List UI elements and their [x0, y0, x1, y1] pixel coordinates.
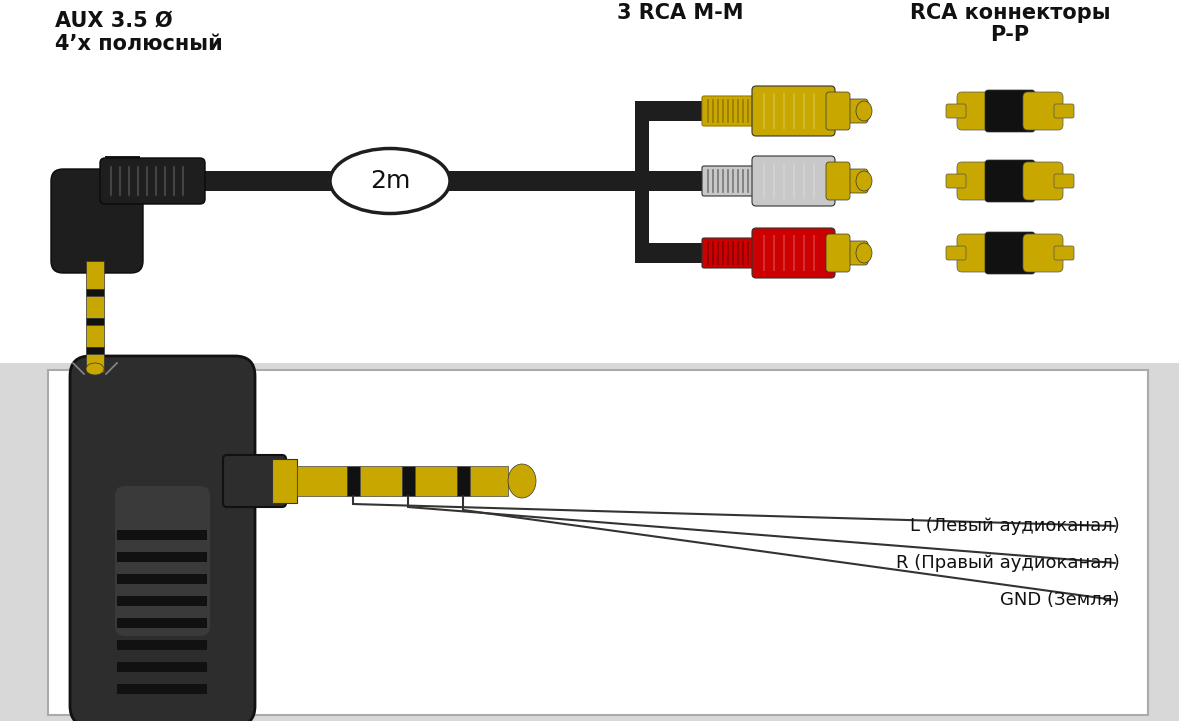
- Bar: [402, 466, 415, 496]
- Bar: [457, 466, 470, 496]
- FancyBboxPatch shape: [946, 246, 966, 260]
- FancyBboxPatch shape: [826, 92, 850, 130]
- FancyBboxPatch shape: [842, 99, 868, 123]
- Text: R (Правый аудиоканал): R (Правый аудиоканал): [896, 554, 1120, 572]
- FancyBboxPatch shape: [984, 160, 1035, 202]
- Ellipse shape: [86, 363, 104, 375]
- Text: Р-Р: Р-Р: [990, 25, 1029, 45]
- FancyBboxPatch shape: [984, 232, 1035, 274]
- Bar: [117, 552, 208, 562]
- Bar: [117, 640, 208, 650]
- Bar: [117, 662, 208, 672]
- Ellipse shape: [856, 171, 872, 191]
- Bar: [117, 574, 208, 584]
- FancyBboxPatch shape: [702, 238, 758, 268]
- FancyBboxPatch shape: [48, 370, 1148, 715]
- FancyBboxPatch shape: [984, 90, 1035, 132]
- FancyBboxPatch shape: [702, 96, 758, 126]
- Text: 3 RCA M-M: 3 RCA M-M: [617, 3, 743, 23]
- FancyBboxPatch shape: [272, 459, 297, 503]
- FancyBboxPatch shape: [51, 169, 143, 273]
- FancyBboxPatch shape: [70, 356, 255, 721]
- FancyBboxPatch shape: [957, 92, 997, 130]
- Bar: [86, 318, 104, 325]
- Text: L (Левый аудиоканал): L (Левый аудиоканал): [910, 517, 1120, 535]
- FancyBboxPatch shape: [842, 241, 868, 265]
- Bar: [117, 618, 208, 628]
- Bar: [86, 325, 104, 347]
- FancyBboxPatch shape: [826, 234, 850, 272]
- FancyBboxPatch shape: [957, 234, 997, 272]
- FancyBboxPatch shape: [1023, 234, 1063, 272]
- Bar: [648, 101, 704, 121]
- FancyBboxPatch shape: [223, 455, 286, 507]
- Bar: [86, 347, 104, 354]
- FancyBboxPatch shape: [1023, 162, 1063, 200]
- FancyBboxPatch shape: [946, 104, 966, 118]
- Bar: [648, 171, 704, 191]
- Ellipse shape: [856, 243, 872, 263]
- Bar: [360, 466, 402, 496]
- FancyBboxPatch shape: [1023, 92, 1063, 130]
- FancyBboxPatch shape: [1054, 104, 1074, 118]
- Bar: [117, 530, 208, 540]
- FancyBboxPatch shape: [946, 174, 966, 188]
- Bar: [117, 596, 208, 606]
- Text: 2m: 2m: [370, 169, 410, 193]
- Ellipse shape: [508, 464, 536, 498]
- Text: AUX 3.5 Ø
4’x полюсный: AUX 3.5 Ø 4’x полюсный: [55, 11, 223, 54]
- Bar: [86, 354, 104, 372]
- Bar: [648, 243, 704, 263]
- Bar: [0, 0, 1179, 363]
- Ellipse shape: [330, 149, 450, 213]
- Bar: [297, 466, 347, 496]
- Bar: [86, 289, 104, 296]
- Text: RCA коннекторы: RCA коннекторы: [910, 3, 1111, 23]
- Bar: [415, 466, 457, 496]
- Bar: [347, 466, 360, 496]
- Bar: [86, 296, 104, 318]
- FancyBboxPatch shape: [100, 158, 205, 204]
- FancyBboxPatch shape: [826, 162, 850, 200]
- Ellipse shape: [856, 101, 872, 121]
- FancyBboxPatch shape: [752, 86, 835, 136]
- Bar: [117, 684, 208, 694]
- FancyBboxPatch shape: [1054, 174, 1074, 188]
- FancyBboxPatch shape: [702, 166, 758, 196]
- FancyBboxPatch shape: [116, 486, 210, 636]
- Bar: [105, 156, 140, 206]
- Bar: [200, 171, 635, 191]
- FancyBboxPatch shape: [842, 169, 868, 193]
- FancyBboxPatch shape: [752, 156, 835, 206]
- FancyBboxPatch shape: [1054, 246, 1074, 260]
- Bar: [635, 101, 648, 263]
- FancyBboxPatch shape: [957, 162, 997, 200]
- FancyBboxPatch shape: [752, 228, 835, 278]
- Bar: [86, 261, 104, 289]
- Text: GND (Земля): GND (Земля): [1001, 591, 1120, 609]
- Bar: [470, 466, 508, 496]
